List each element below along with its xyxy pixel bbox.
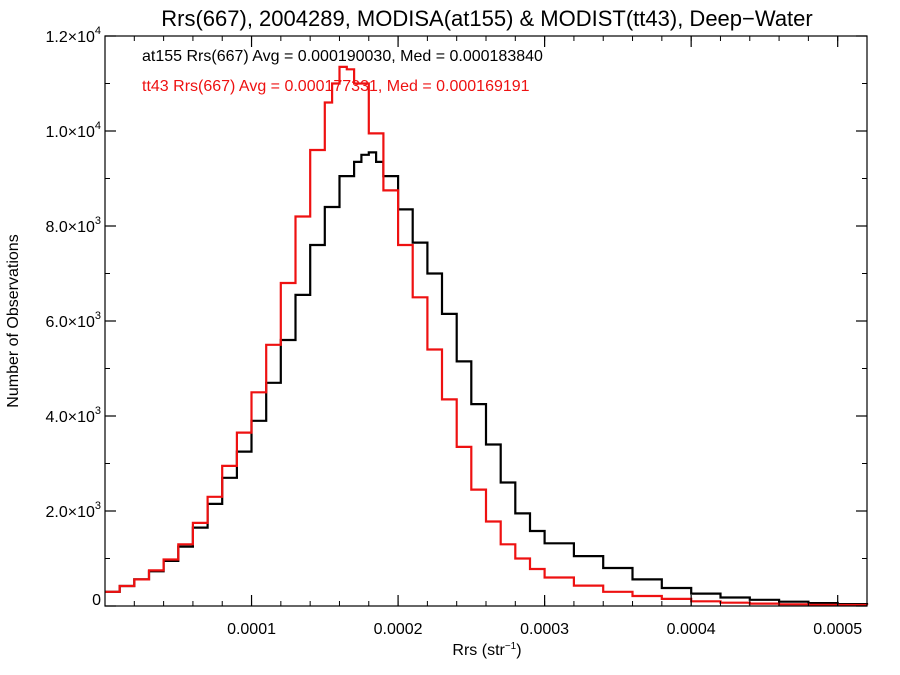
x-axis-label: Rrs (str−1)	[452, 641, 521, 659]
series-annotation-at155: at155 Rrs(667) Avg = 0.000190030, Med = …	[142, 48, 543, 65]
x-tick-label: 0.0003	[520, 621, 569, 638]
y-tick-label: 0	[92, 592, 101, 609]
x-tick-label: 0.0002	[374, 621, 423, 638]
x-tick-label: 0.0005	[813, 621, 862, 638]
chart-title: Rrs(667), 2004289, MODISA(at155) & MODIS…	[161, 6, 812, 31]
x-tick-label: 0.0001	[227, 621, 276, 638]
y-tick-label: 8.0×103	[45, 215, 101, 236]
y-tick-label: 4.0×103	[45, 405, 101, 426]
series-annotation-tt43: tt43 Rrs(667) Avg = 0.000177331, Med = 0…	[142, 78, 530, 95]
y-tick-label: 2.0×103	[45, 500, 101, 521]
y-tick-label: 1.0×104	[45, 120, 101, 141]
y-tick-label: 6.0×103	[45, 310, 101, 331]
x-tick-label: 0.0004	[667, 621, 716, 638]
y-axis-label: Number of Observations	[5, 234, 22, 407]
y-tick-label: 1.2×104	[45, 25, 101, 46]
series-line-tt43	[105, 65, 869, 607]
series-line-at155	[105, 151, 869, 606]
